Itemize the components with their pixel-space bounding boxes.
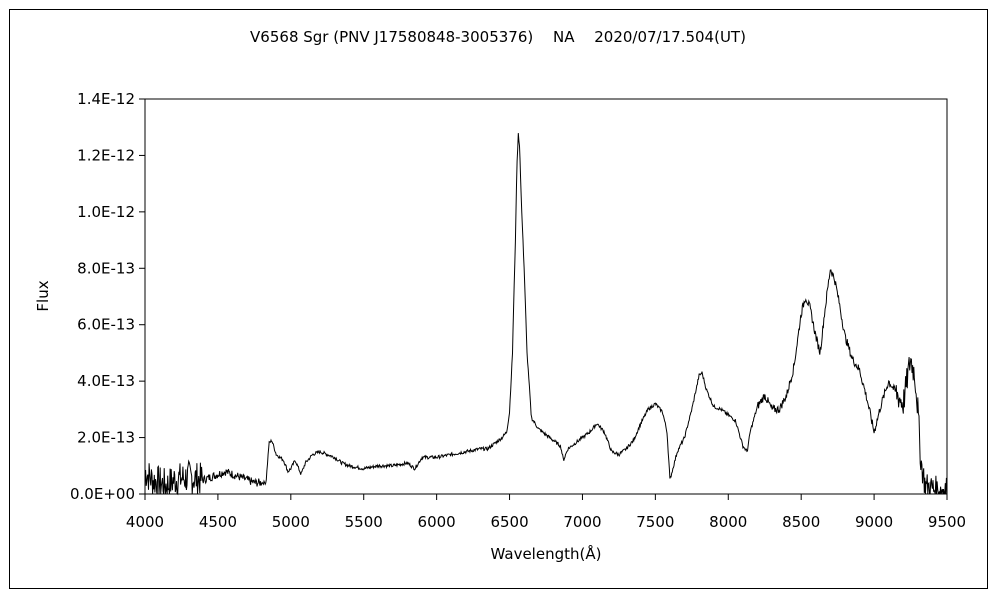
x-tick-label: 4500 — [199, 513, 237, 531]
y-tick-label: 6.0E-13 — [77, 316, 135, 334]
chart-title: V6568 Sgr (PNV J17580848-3005376) NA 202… — [250, 28, 746, 46]
series-line-flux — [144, 133, 948, 496]
x-tick-label: 7500 — [636, 513, 674, 531]
x-tick-label: 8500 — [782, 513, 820, 531]
plot-area — [144, 98, 948, 495]
y-tick-label: 1.4E-12 — [77, 90, 135, 108]
x-tick-label: 9500 — [928, 513, 966, 531]
x-tick-label: 9000 — [855, 513, 893, 531]
x-tick-label: 5500 — [345, 513, 383, 531]
x-tick-label: 7000 — [563, 513, 601, 531]
x-tick-label: 5000 — [272, 513, 310, 531]
x-tick-label: 6500 — [490, 513, 528, 531]
x-axis-label: Wavelength(Å) — [491, 544, 602, 563]
x-tick-label: 4000 — [126, 513, 164, 531]
x-tick-label: 6000 — [418, 513, 456, 531]
y-axis-ticks: 0.0E+00 2.0E-13 4.0E-13 6.0E-13 8.0E-13 1.0E-… — [70, 90, 145, 503]
chart-frame — [9, 9, 988, 589]
x-axis-ticks: 4000 4500 5000 5500 6000 6500 7000 7500 8000 8500… — [126, 494, 966, 531]
y-axis-label: Flux — [34, 280, 52, 311]
y-tick-label: 8.0E-13 — [77, 259, 135, 277]
y-tick-label: 1.0E-12 — [77, 203, 135, 221]
y-tick-label: 1.2E-12 — [77, 146, 135, 164]
y-tick-label: 0.0E+00 — [70, 485, 135, 503]
y-tick-label: 2.0E-13 — [77, 429, 135, 447]
x-tick-label: 8000 — [709, 513, 747, 531]
y-tick-label: 4.0E-13 — [77, 372, 135, 390]
